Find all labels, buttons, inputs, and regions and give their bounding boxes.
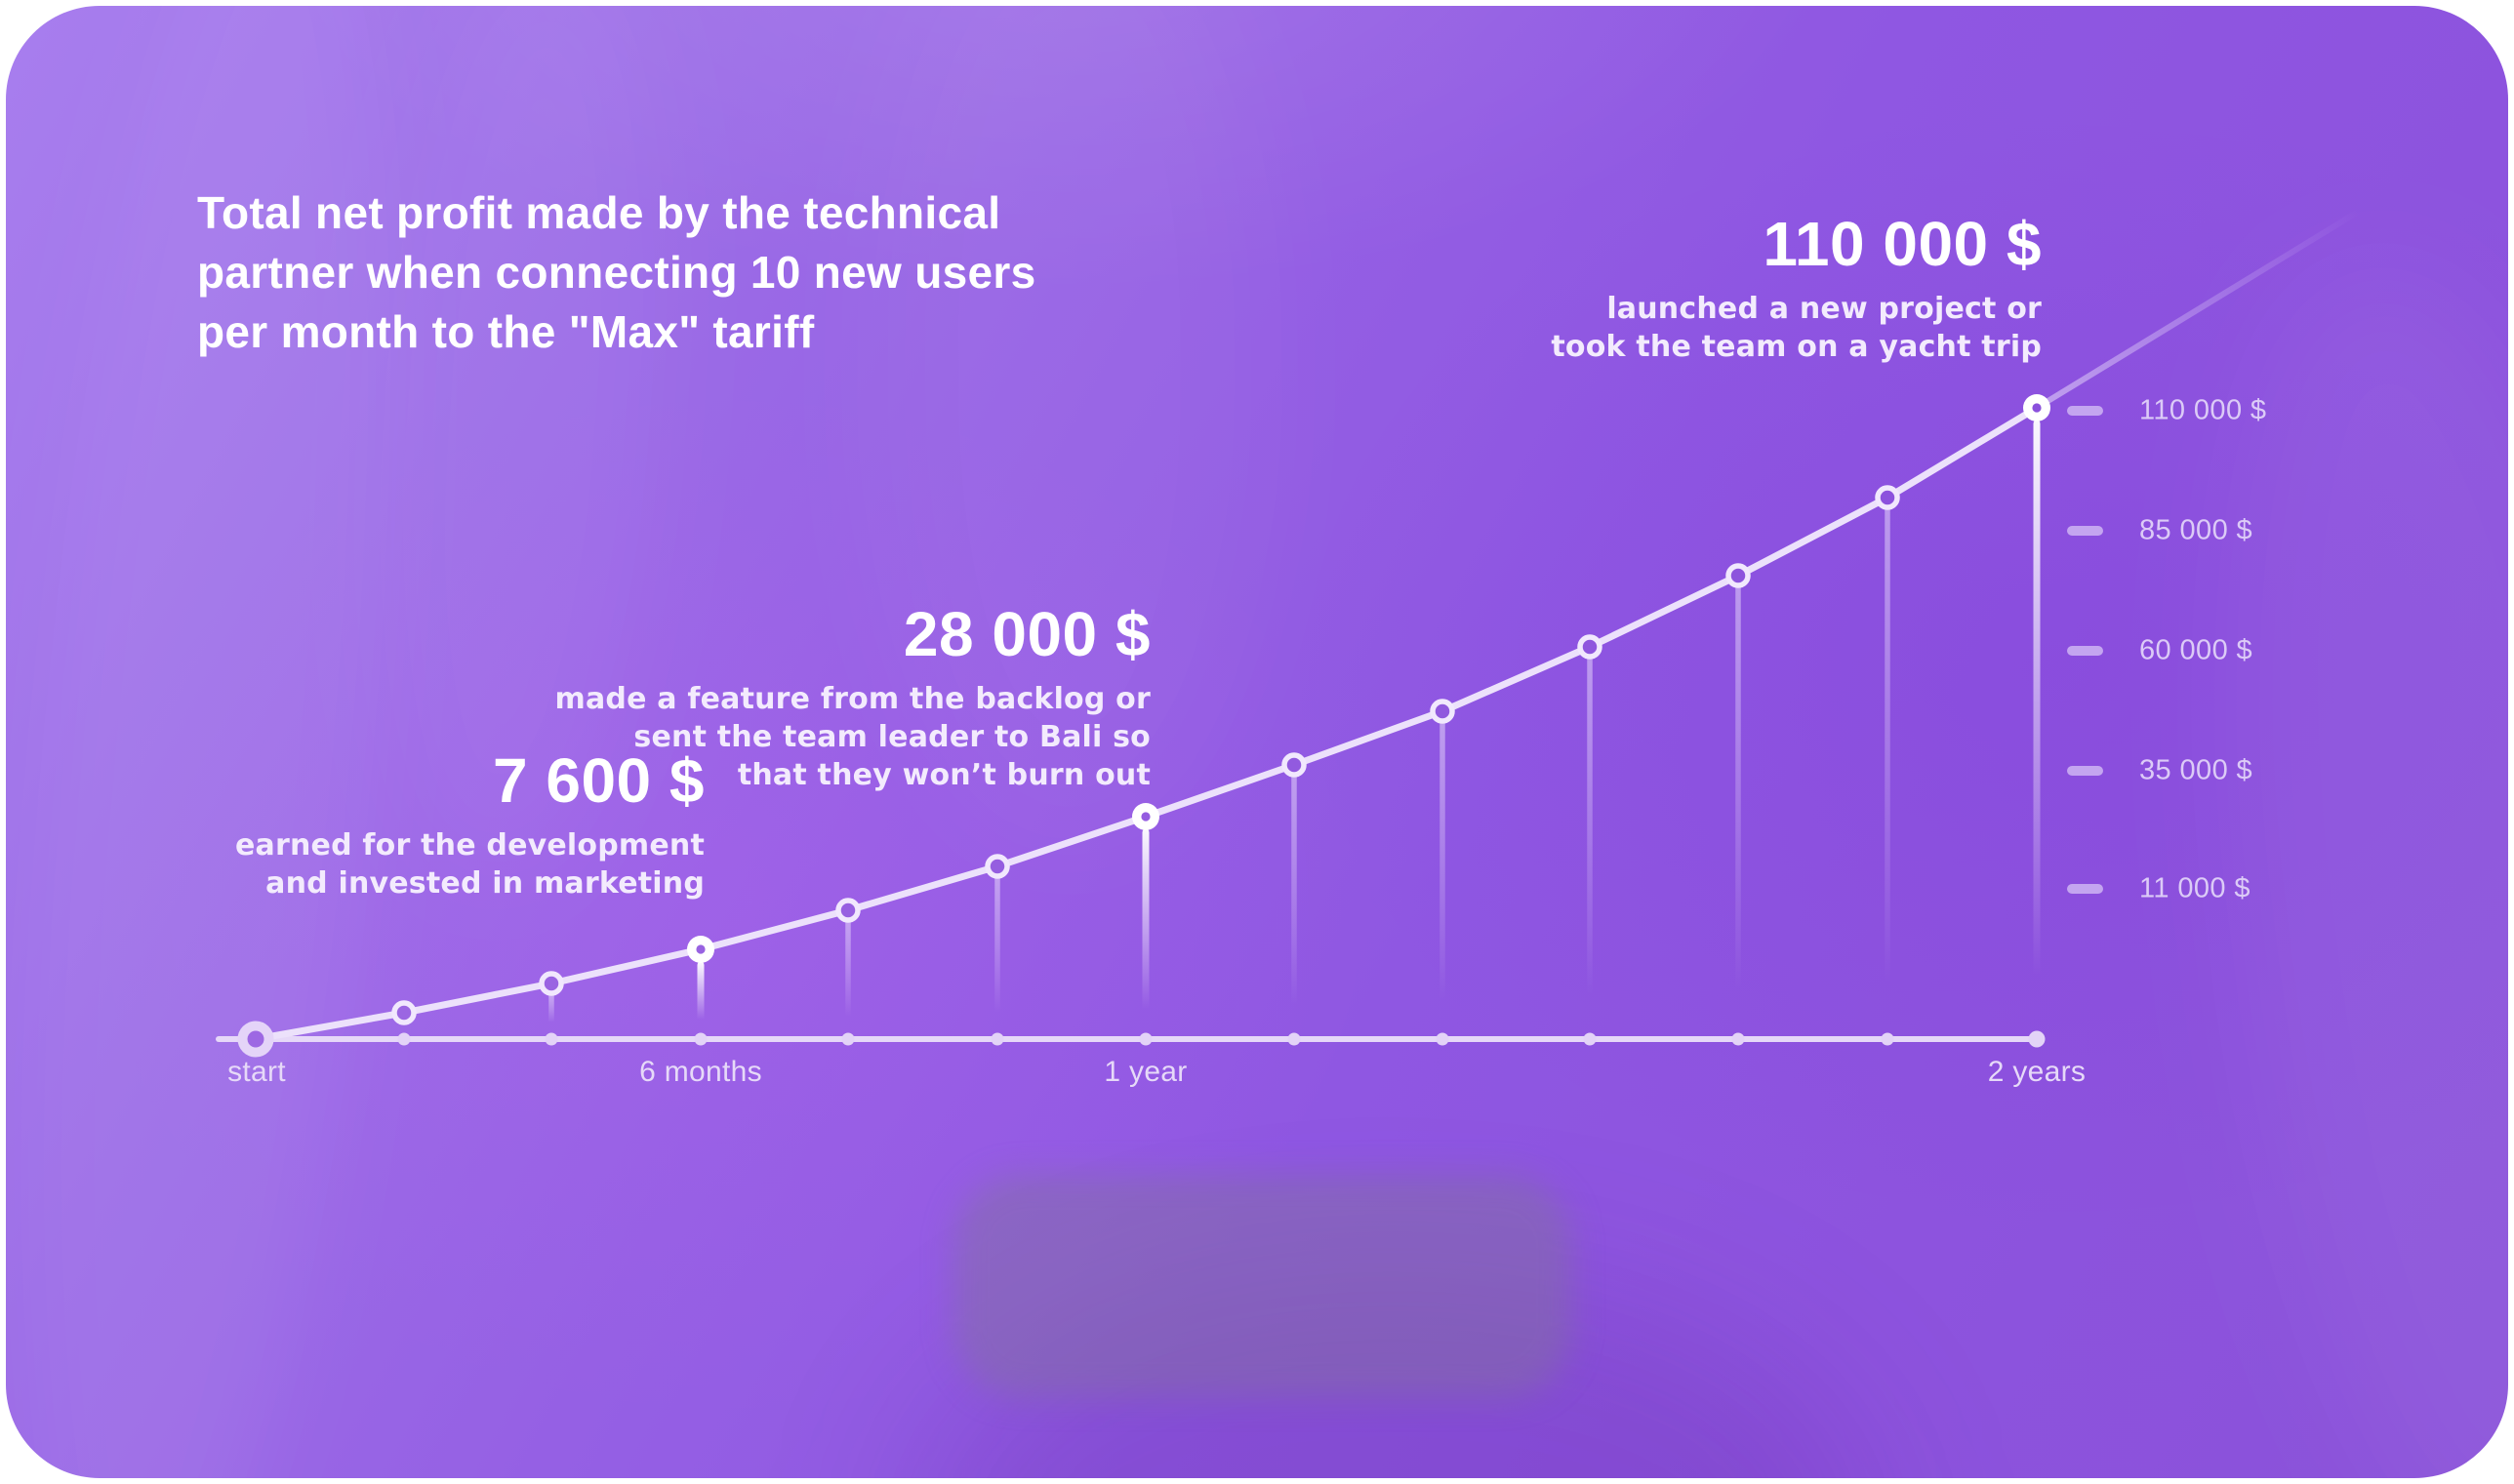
x-axis-label-2-years: 2 years: [1987, 1056, 2087, 1088]
callout-caption: launched a new project or took the team …: [1551, 290, 2042, 366]
x-axis-dot-month-20: [1731, 1032, 1745, 1046]
start-point-marker: [237, 1021, 274, 1058]
x-axis-label-start: start: [227, 1056, 286, 1088]
x-axis-dot-month-14: [1287, 1032, 1301, 1046]
y-axis-label: 11 000 $: [2139, 872, 2250, 904]
x-axis-dot-month-4: [545, 1032, 558, 1046]
x-axis-dot-month-8: [841, 1032, 855, 1046]
callout-caption: earned for the development and invested …: [235, 826, 705, 902]
x-axis-dot-month-16: [1436, 1032, 1449, 1046]
y-axis-tick: [2067, 406, 2103, 416]
profit-line-chart: [216, 208, 2362, 1058]
callout-caption-line: took the team on a yacht trip: [1551, 330, 2042, 365]
x-axis-dot-month-22: [1881, 1032, 1894, 1046]
callout-caption-line: that they won’t burn out: [737, 758, 1151, 793]
y-axis-label: 60 000 $: [2139, 634, 2253, 666]
highlight-point-hole: [2032, 403, 2042, 413]
callout-value: 110 000 $: [1763, 209, 2042, 279]
y-axis-tick: [2067, 766, 2103, 776]
trend-extension-line: [2035, 208, 2362, 411]
data-point-month-20: [1725, 563, 1751, 588]
data-point-month-4: [539, 971, 564, 996]
x-axis-dot-month-18: [1583, 1032, 1597, 1046]
y-axis-tick: [2067, 526, 2103, 536]
data-point-month-2: [391, 1000, 417, 1025]
y-axis-label: 35 000 $: [2139, 754, 2253, 786]
y-axis-label: 110 000 $: [2139, 394, 2267, 426]
y-axis-label: 85 000 $: [2139, 514, 2253, 546]
background-card: Total net profit made by the technical p…: [6, 6, 2508, 1478]
x-axis-dot-month-10: [991, 1032, 1004, 1046]
blurred-watermark-region: [954, 1175, 1571, 1397]
x-axis-label-1-year: 1 year: [1104, 1056, 1188, 1088]
data-point-month-16: [1430, 699, 1455, 724]
y-axis-tick: [2067, 884, 2103, 894]
callout-28000: 28 000 $ made a feature from the backlog…: [554, 599, 1151, 794]
y-axis-tick: [2067, 646, 2103, 656]
x-axis-dot-month-2: [397, 1032, 411, 1046]
data-point-month-8: [835, 898, 861, 923]
highlight-point-hole: [1141, 812, 1151, 822]
x-axis-label-6-months: 6 months: [639, 1056, 762, 1088]
data-point-month-22: [1875, 485, 1900, 510]
callout-caption-line: and invested in marketing: [265, 866, 705, 902]
callout-caption: made a feature from the backlog or sent …: [554, 680, 1151, 794]
callout-caption-line: sent the team leader to Bali so: [633, 720, 1151, 755]
callout-caption-line: earned for the development: [235, 828, 705, 863]
x-axis-dot-month-6: [694, 1032, 708, 1046]
callout-7600: 7 600 $ earned for the development and i…: [235, 745, 705, 902]
data-point-month-10: [985, 854, 1010, 879]
data-point-month-14: [1281, 752, 1307, 778]
chart-title-line: per month to the "Max" tariff: [197, 306, 815, 357]
chart-title-line: Total net profit made by the technical: [197, 187, 1001, 238]
callout-caption-line: launched a new project or: [1606, 292, 2042, 327]
data-point-month-18: [1577, 634, 1602, 660]
callout-value: 7 600 $: [492, 745, 705, 816]
callout-caption-line: made a feature from the backlog or: [554, 682, 1151, 717]
callout-110000: 110 000 $ launched a new project or took…: [1551, 209, 2042, 366]
chart-title-line: partner when connecting 10 new users: [197, 247, 1036, 298]
highlight-point-hole: [696, 944, 706, 954]
callout-value: 28 000 $: [903, 599, 1151, 669]
x-axis-dot-month-12: [1139, 1032, 1153, 1046]
chart-title: Total net profit made by the technical p…: [197, 183, 1173, 362]
x-axis-dot-month-24: [2028, 1030, 2046, 1048]
